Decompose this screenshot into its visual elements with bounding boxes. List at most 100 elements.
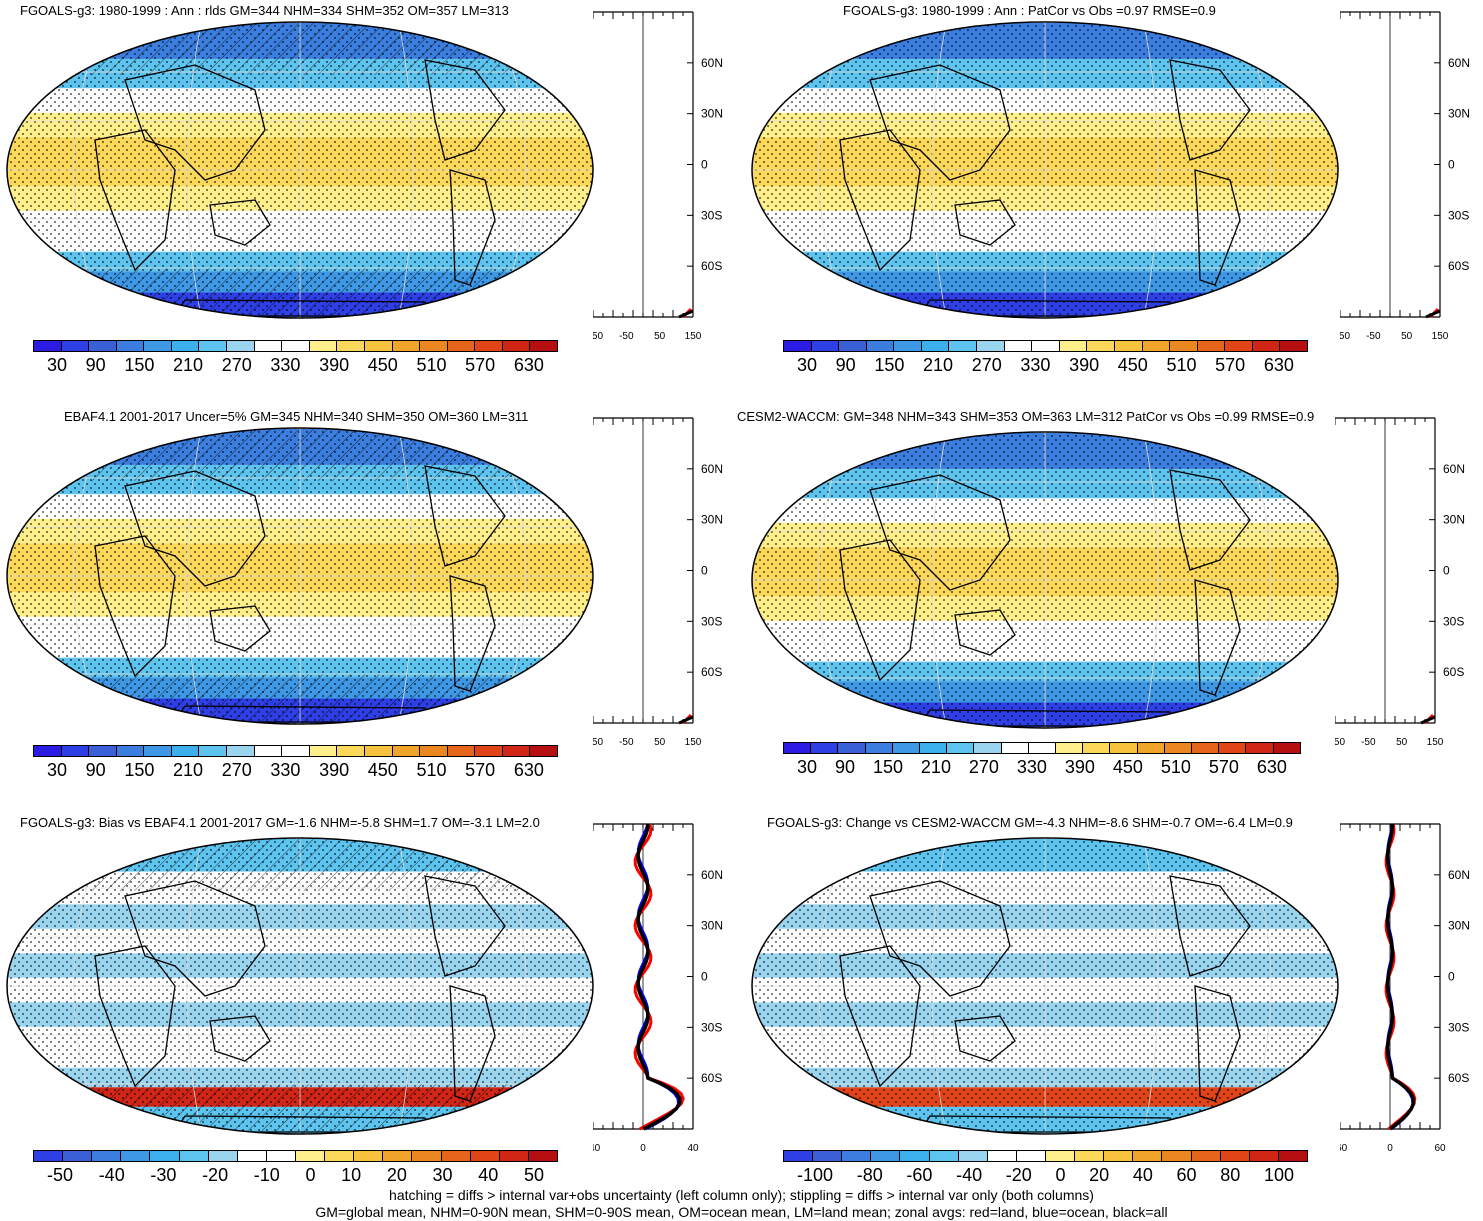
colorbar-swatch xyxy=(144,746,172,756)
colorbar-label: 330 xyxy=(270,760,301,780)
colorbar-label: 210 xyxy=(920,757,951,777)
colorbar-swatch xyxy=(929,1151,959,1161)
colorbar-swatch xyxy=(364,341,393,351)
coastline xyxy=(954,1015,1016,1062)
colorbar-label: 390 xyxy=(319,760,350,780)
colorbar-swatch xyxy=(392,341,421,351)
colorbar-swatch xyxy=(502,746,531,756)
colorbar-swatch xyxy=(89,341,117,351)
colorbar-label: 630 xyxy=(1263,355,1294,375)
coastline xyxy=(94,129,176,272)
colorbar-labels: -50 -40 -30 -20 -10 0 10 20 30 40 50 xyxy=(47,1165,544,1186)
colorbar-label: -80 xyxy=(856,1165,883,1185)
zonal-tick-label: 50 xyxy=(654,331,666,340)
colorbar-label: -100 xyxy=(797,1165,834,1185)
colorbar-swatch xyxy=(392,746,421,756)
coastline xyxy=(1169,59,1251,161)
colorbar-swatch xyxy=(811,341,840,351)
colorbar-label: 150 xyxy=(124,355,155,375)
map-plot xyxy=(6,21,594,319)
colorbar-label: 90 xyxy=(85,760,106,780)
colorbar-swatch xyxy=(1164,743,1193,753)
coastline xyxy=(839,539,921,682)
zonal-all-line xyxy=(678,715,694,725)
colorbar-label: 40 xyxy=(1132,1165,1153,1185)
colorbar-swatch xyxy=(530,746,557,756)
zonal-tick-label: -150 xyxy=(593,737,603,746)
colorbar xyxy=(783,1150,1308,1162)
zonal-tick-label: -50 xyxy=(1366,331,1381,340)
lat-tick-label: 30N xyxy=(1443,513,1465,527)
coastline xyxy=(1194,169,1241,286)
colorbar-swatch xyxy=(116,341,145,351)
panel-title: FGOALS-g3: 1980-1999 : Ann : rlds GM=344… xyxy=(20,3,509,18)
colorbar-swatch xyxy=(813,1151,843,1161)
colorbar-swatch xyxy=(325,1151,355,1161)
lat-tick-label: 60N xyxy=(1443,462,1465,476)
colorbar-swatch xyxy=(337,746,365,756)
zonal-tick-label: 150 xyxy=(1432,331,1449,340)
colorbar-swatch xyxy=(866,341,895,351)
colorbar-label: -20 xyxy=(202,1165,229,1185)
colorbar-label: 450 xyxy=(1112,757,1143,777)
zonal-tick-label: 50 xyxy=(1401,331,1413,340)
footer-line-2: GM=global mean, NHM=0-90N mean, SHM=0-90… xyxy=(315,1204,1168,1220)
colorbar-label: 630 xyxy=(513,760,544,780)
colorbar-swatch xyxy=(920,743,948,753)
colorbar-swatch xyxy=(1191,1151,1221,1161)
colorbar-label: 150 xyxy=(124,760,155,780)
colorbar-swatch xyxy=(227,746,255,756)
colorbar-label: 270 xyxy=(968,757,999,777)
colorbar-swatch xyxy=(842,1151,872,1161)
zonal-tick-label: 50 xyxy=(1396,737,1408,746)
colorbar-swatch xyxy=(171,746,200,756)
zonal-tick-label: 150 xyxy=(685,737,702,746)
colorbar-swatch xyxy=(144,341,172,351)
lat-tick-label: 60S xyxy=(1448,1071,1469,1085)
colorbar-swatch xyxy=(1192,743,1220,753)
zonal-tick-label: 50 xyxy=(654,737,666,746)
colorbar-swatch xyxy=(974,743,1002,753)
lat-tick-label: 60N xyxy=(1448,56,1470,70)
colorbar-swatch xyxy=(1104,1151,1134,1161)
zonal-tick-label: -50 xyxy=(619,331,634,340)
colorbar-label: 0 xyxy=(305,1165,316,1185)
colorbar-swatch xyxy=(1001,743,1029,753)
colorbar-label: 390 xyxy=(319,355,350,375)
colorbar-label: -40 xyxy=(956,1165,983,1185)
colorbar-swatch xyxy=(121,1151,151,1161)
colorbar-swatch xyxy=(61,746,90,756)
colorbar-label: -20 xyxy=(1005,1165,1032,1185)
zonal-tick-label: 0 xyxy=(640,1143,646,1152)
colorbar-label: 90 xyxy=(85,355,106,375)
colorbar xyxy=(783,742,1301,754)
colorbar-swatch xyxy=(530,341,557,351)
zonal-tick-label: -60 xyxy=(1340,1143,1348,1152)
colorbar-swatch xyxy=(1028,743,1057,753)
colorbar-swatch xyxy=(900,1151,930,1161)
colorbar-labels: 30 90 150 210 270 330 390 450 510 570 630 xyxy=(47,760,544,781)
colorbar-swatch xyxy=(871,1151,901,1161)
colorbar-label: 210 xyxy=(173,760,204,780)
colorbar-swatch xyxy=(266,1151,296,1161)
colorbar-label: 100 xyxy=(1263,1165,1294,1185)
colorbar-label: 390 xyxy=(1069,355,1100,375)
footer: hatching = diffs > internal var+obs unce… xyxy=(0,1187,1483,1221)
colorbar-swatch xyxy=(199,746,228,756)
colorbar-swatch xyxy=(364,746,393,756)
colorbar-swatch xyxy=(839,341,867,351)
colorbar-swatch xyxy=(894,341,922,351)
colorbar-label: 510 xyxy=(1160,757,1191,777)
colorbar-swatch xyxy=(309,341,338,351)
lat-tick-label: 0 xyxy=(701,564,708,578)
map-plot xyxy=(751,837,1339,1135)
colorbar-swatch xyxy=(1142,341,1171,351)
zonal-all-line xyxy=(1420,715,1436,725)
colorbar-label: 570 xyxy=(1208,757,1239,777)
colorbar-swatch xyxy=(295,1151,326,1161)
colorbar-swatch xyxy=(1083,743,1111,753)
lat-tick-label: 60N xyxy=(1448,868,1470,882)
colorbar-swatch xyxy=(383,1151,413,1161)
zonal-all-line xyxy=(678,309,694,319)
